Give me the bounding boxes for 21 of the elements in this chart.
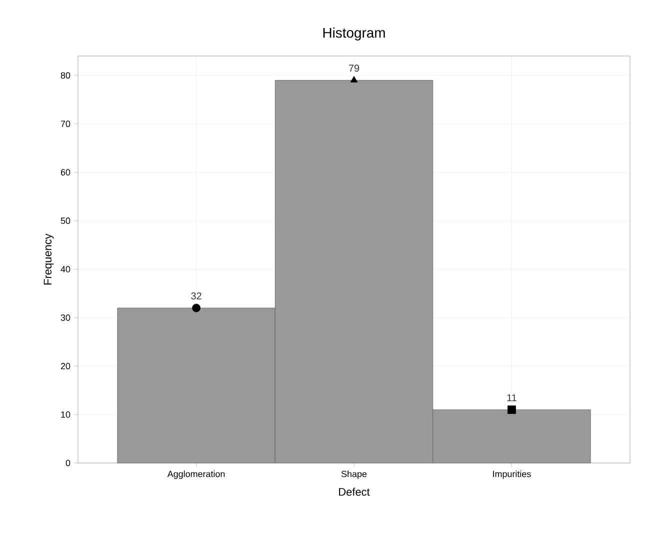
point — [508, 406, 516, 414]
y-tick-label: 40 — [60, 266, 70, 272]
point — [350, 76, 358, 82]
y-tick-label: 60 — [60, 169, 70, 176]
point — [192, 304, 200, 312]
data-label: 32 — [191, 292, 202, 300]
chart-title: Histogram — [323, 28, 385, 41]
y-tick-label: 10 — [61, 411, 70, 418]
y-tick-label: 30 — [60, 314, 70, 321]
y-tick-label: 80 — [60, 72, 70, 79]
x-axis-title: Defect — [339, 488, 370, 496]
y-tick-label: 50 — [60, 218, 70, 224]
x-tick-label: Impurities — [493, 470, 531, 479]
y-axis-title: Frequency — [44, 234, 54, 284]
x-tick-label: Shape — [341, 470, 367, 479]
data-label: 79 — [348, 64, 360, 72]
y-tick-label: 20 — [60, 362, 70, 370]
x-tick-label: Agglomeration — [167, 470, 225, 479]
y-tick-label: 0 — [66, 460, 70, 466]
data-label: 11 — [507, 394, 516, 402]
y-tick-label: 70 — [60, 120, 70, 128]
